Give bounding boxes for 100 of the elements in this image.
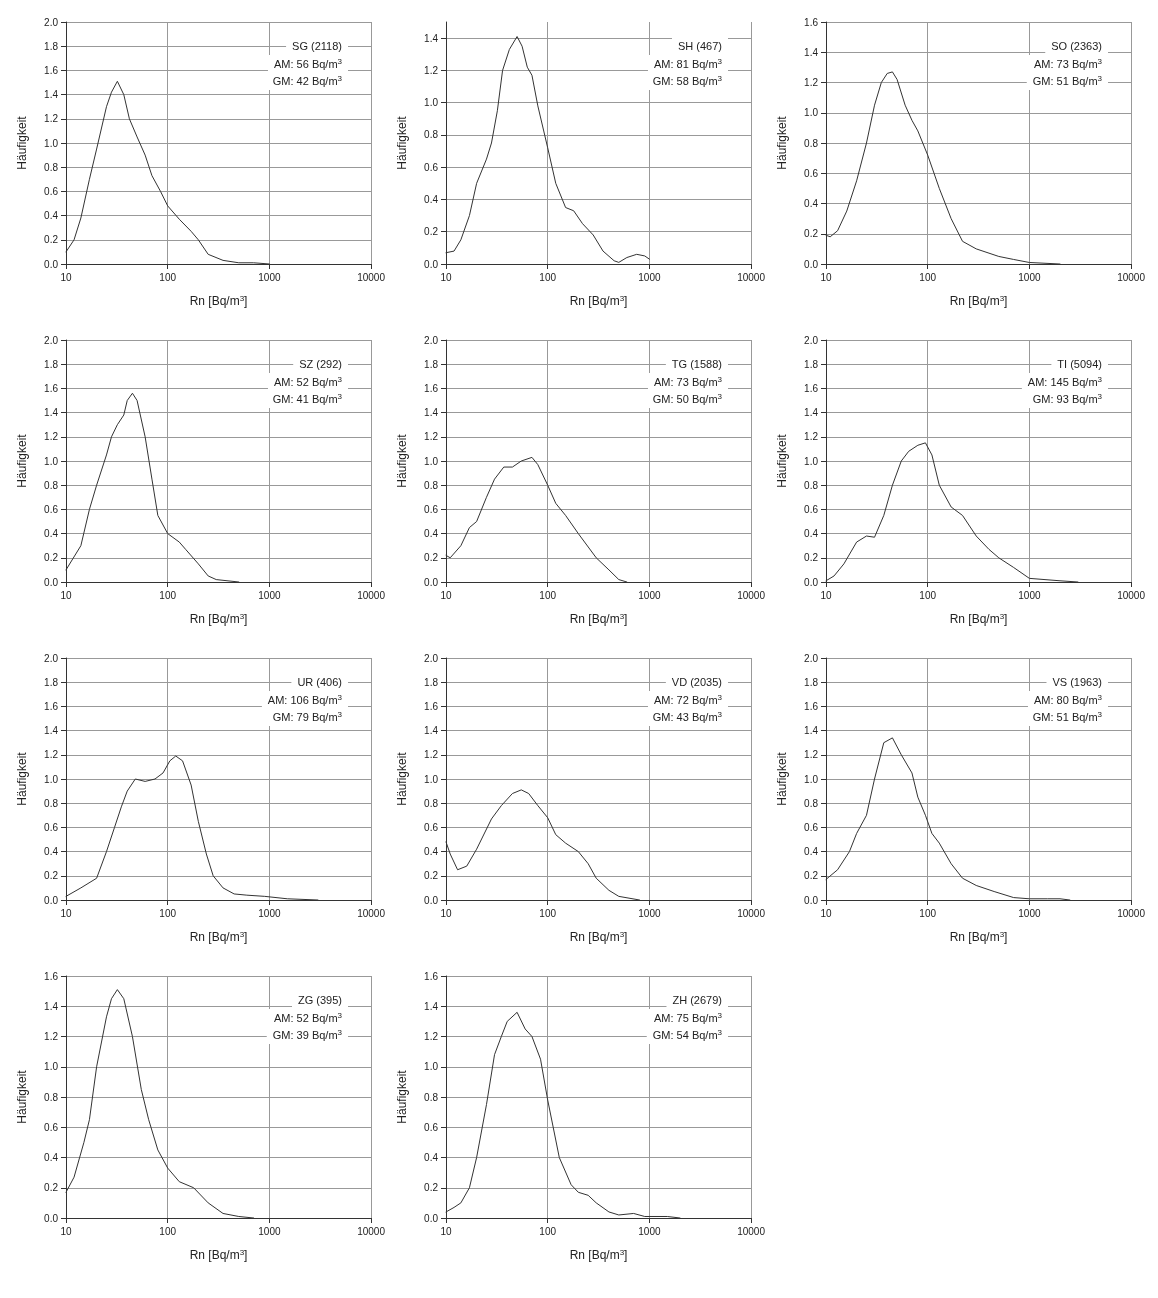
y-tick-label: 0.8	[424, 1091, 439, 1103]
y-tick-label: 0.0	[424, 576, 439, 588]
y-tick-label: 1.8	[424, 358, 439, 370]
y-tick-label: 1.2	[804, 749, 819, 761]
y-axis-title: Häufigkeit	[775, 433, 789, 488]
y-tick-label: 0.0	[44, 576, 59, 588]
y-tick-label: 0.2	[44, 552, 59, 564]
y-tick-label: 0.4	[44, 210, 59, 222]
y-tick-label: 1.4	[804, 725, 819, 737]
y-tick-label: 1.2	[424, 64, 439, 76]
y-tick-label: 1.0	[804, 455, 819, 467]
annotation: SH (467)	[677, 39, 723, 52]
y-tick-label: 1.6	[44, 382, 59, 394]
y-tick-label: 0.8	[44, 797, 59, 809]
y-tick-label: 2.0	[804, 334, 819, 346]
y-tick-label: 1.6	[804, 16, 819, 28]
y-tick-label: 0.2	[424, 226, 439, 238]
y-tick-label: 2.0	[804, 652, 819, 664]
y-tick-label: 1.6	[424, 382, 439, 394]
x-tick-label: 100	[539, 271, 557, 283]
y-axis-title: Häufigkeit	[395, 1069, 409, 1124]
y-tick-label: 1.0	[424, 773, 439, 785]
y-tick-label: 0.8	[804, 797, 819, 809]
y-tick-label: 1.6	[804, 700, 819, 712]
y-tick-label: 1.0	[804, 773, 819, 785]
y-tick-label: 0.0	[804, 576, 819, 588]
x-tick-label: 100	[159, 271, 177, 283]
y-tick-label: 0.6	[804, 503, 819, 515]
x-tick-label: 10	[60, 271, 72, 283]
y-tick-label: 1.6	[424, 970, 439, 982]
y-tick-label: 0.4	[804, 198, 819, 209]
annotation: ZG (395)	[297, 993, 342, 1006]
x-tick-label: 100	[159, 1225, 177, 1237]
y-tick-label: 1.0	[44, 137, 59, 149]
y-tick-label: 0.0	[44, 1212, 59, 1224]
y-tick-label: 0.8	[44, 161, 59, 173]
annotation: TI (5094)	[1057, 357, 1103, 370]
y-tick-label: 1.4	[44, 725, 59, 737]
x-tick-label: 10000	[357, 907, 386, 919]
y-tick-label: 0.8	[44, 1091, 59, 1103]
x-tick-label: 10000	[1117, 907, 1146, 919]
y-tick-label: 0.4	[424, 1152, 439, 1163]
y-tick-label: 0.2	[424, 552, 439, 564]
y-tick-label: 0.4	[44, 528, 59, 540]
x-tick-label: 10000	[1117, 589, 1146, 601]
y-tick-label: 1.0	[44, 773, 59, 785]
y-tick-label: 0.6	[44, 503, 59, 515]
annotation: VS (1963)	[1052, 675, 1102, 688]
y-axis-title: Häufigkeit	[395, 433, 409, 488]
x-tick-label: 10000	[737, 271, 766, 283]
y-tick-label: 0.0	[44, 258, 59, 270]
x-tick-label: 1000	[638, 271, 661, 283]
y-tick-label: 1.8	[44, 358, 59, 370]
y-tick-label: 0.6	[424, 1121, 439, 1133]
y-tick-label: 1.4	[424, 32, 439, 44]
y-tick-label: 0.2	[424, 870, 439, 882]
x-tick-label: 10	[440, 589, 452, 601]
y-tick-label: 1.0	[424, 1061, 439, 1073]
y-tick-label: 1.2	[424, 749, 439, 761]
x-tick-label: 10	[60, 907, 72, 919]
y-tick-label: 1.2	[44, 749, 59, 761]
y-tick-label: 1.4	[44, 89, 59, 101]
y-tick-label: 0.8	[804, 137, 819, 149]
y-tick-label: 1.2	[44, 113, 59, 125]
y-tick-label: 1.6	[44, 64, 59, 76]
y-tick-label: 0.4	[44, 846, 59, 858]
y-tick-label: 0.8	[424, 797, 439, 809]
y-tick-label: 1.6	[804, 382, 819, 394]
y-tick-label: 1.2	[44, 431, 59, 443]
y-tick-label: 0.8	[424, 479, 439, 491]
x-tick-label: 10	[440, 271, 452, 283]
y-tick-label: 1.2	[424, 431, 439, 443]
x-tick-label: 1000	[258, 589, 281, 601]
y-tick-label: 0.4	[44, 1152, 59, 1163]
y-tick-label: 0.4	[804, 528, 819, 540]
y-axis-title: Häufigkeit	[395, 751, 409, 806]
annotation: ZH (2679)	[672, 993, 723, 1006]
y-tick-label: 0.4	[424, 846, 439, 858]
y-tick-label: 1.4	[424, 1000, 439, 1012]
x-tick-label: 100	[539, 1225, 557, 1237]
x-tick-label: 1000	[258, 1225, 281, 1237]
y-tick-label: 2.0	[44, 16, 59, 28]
x-tick-label: 10	[60, 1225, 72, 1237]
y-tick-label: 0.2	[44, 1182, 59, 1194]
x-tick-label: 10	[440, 1225, 452, 1237]
y-tick-label: 0.6	[804, 167, 819, 179]
y-tick-label: 1.2	[44, 1031, 59, 1042]
y-tick-label: 2.0	[44, 652, 59, 664]
y-tick-label: 0.2	[804, 552, 819, 564]
x-tick-label: 1000	[638, 589, 661, 601]
x-tick-label: 1000	[638, 907, 661, 919]
y-axis-title: Häufigkeit	[15, 115, 29, 170]
x-tick-label: 10000	[737, 1225, 766, 1237]
y-tick-label: 1.4	[44, 1000, 59, 1012]
x-tick-label: 10	[820, 907, 832, 919]
y-axis-title: Häufigkeit	[15, 433, 29, 488]
y-tick-label: 1.8	[44, 676, 59, 688]
x-tick-label: 10	[440, 907, 452, 919]
x-tick-label: 1000	[258, 907, 281, 919]
x-tick-label: 1000	[638, 1225, 661, 1237]
